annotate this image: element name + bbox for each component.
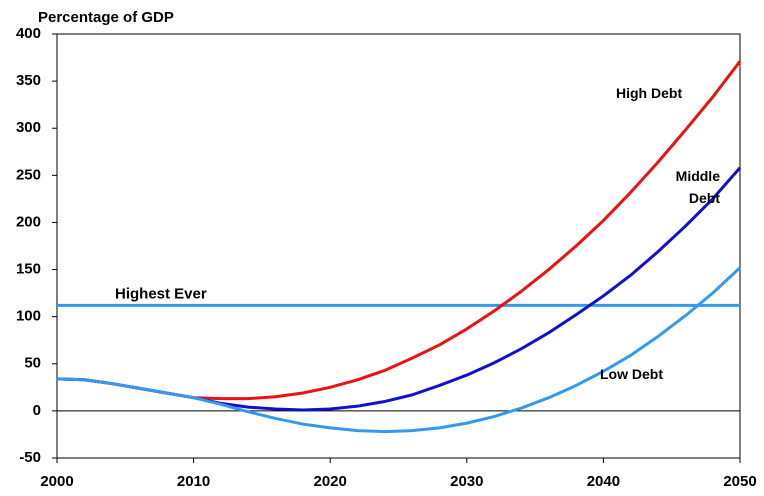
y-tick-label: 350 [16,72,41,89]
y-tick-label: 150 [16,261,41,278]
series-label: Low Debt [600,366,663,382]
y-tick-label: 200 [16,213,41,230]
y-tick-label: 0 [33,402,41,419]
y-tick-label: 50 [24,355,41,372]
chart-title: Percentage of GDP [38,9,174,26]
y-tick-label: -50 [19,449,41,466]
reference-label: Highest Ever [115,285,207,302]
y-tick-label: 400 [16,25,41,42]
plot-frame [56,33,741,459]
x-tick-label: 2030 [450,473,483,490]
x-tick-label: 2040 [587,473,620,490]
x-tick-label: 2010 [177,473,210,490]
series-line [56,60,742,401]
x-tick-label: 2020 [314,473,347,490]
x-tick-label: 2050 [723,473,756,490]
y-tick-label: 100 [16,308,41,325]
y-tick-label: 250 [16,166,41,183]
x-tick-label: 2000 [40,473,73,490]
series-label: Middle Debt [675,168,720,206]
series-line [56,266,742,434]
series-label: High Debt [616,85,683,101]
y-tick-label: 300 [16,119,41,136]
